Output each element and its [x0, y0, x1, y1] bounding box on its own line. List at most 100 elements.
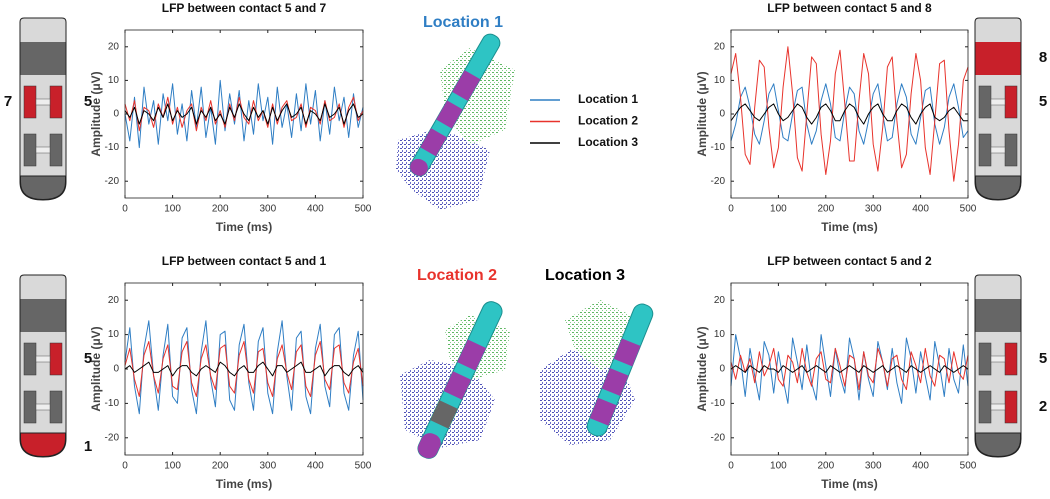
series-line	[124, 341, 364, 397]
electrode-contact	[1004, 85, 1018, 119]
series-line	[730, 334, 969, 404]
render-location-2	[400, 301, 510, 459]
series-line	[730, 83, 969, 145]
x-tick-label: 400	[307, 461, 324, 472]
x-tick-label: 400	[912, 461, 929, 472]
electrode-bar	[990, 146, 1006, 154]
axes-frame	[730, 29, 969, 199]
electrode-ring	[975, 299, 1021, 332]
electrode	[974, 17, 1022, 201]
electrode	[974, 274, 1022, 458]
x-tick-label: 500	[960, 461, 977, 472]
electrode-contact	[978, 85, 992, 119]
electrode-contact	[23, 133, 37, 167]
series-line	[730, 365, 969, 373]
y-tick-label: 0	[113, 109, 119, 120]
electrode-bar	[35, 98, 51, 106]
y-tick-label: -20	[711, 432, 726, 443]
x-tick-label: 200	[212, 461, 229, 472]
electrode-bar	[35, 403, 51, 411]
legend-label: Location 1	[578, 92, 638, 106]
y-tick-label: -10	[105, 398, 120, 409]
y-tick-label: 20	[714, 295, 726, 306]
electrode-contact	[978, 133, 992, 167]
y-tick-label: -20	[711, 176, 726, 187]
x-tick-label: 0	[122, 461, 128, 472]
contact-label: 7	[4, 93, 12, 110]
electrode-contact	[978, 390, 992, 424]
series-line	[124, 79, 364, 149]
x-tick-label: 0	[122, 204, 128, 215]
location-label: Location 2	[417, 267, 497, 284]
y-tick-label: 10	[714, 75, 726, 86]
y-tick-label: 20	[108, 295, 120, 306]
contact-label: 5	[1039, 350, 1047, 367]
render-location-1	[396, 33, 515, 210]
electrode-ring	[20, 299, 66, 332]
electrode-contact	[1004, 390, 1018, 424]
y-tick-label: -10	[105, 142, 120, 153]
plot-area	[125, 283, 363, 455]
x-axis-label: Time (ms)	[216, 477, 272, 491]
location-label: Location 3	[545, 267, 625, 284]
y-tick-label: 0	[113, 364, 119, 375]
series-line	[124, 103, 364, 125]
electrode-contact	[23, 85, 37, 119]
electrode-contact	[23, 390, 37, 424]
y-tick-label: -20	[105, 432, 120, 443]
electrode-contact	[49, 390, 63, 424]
x-tick-label: 400	[912, 204, 929, 215]
x-tick-label: 200	[817, 461, 834, 472]
electrode-tip	[975, 432, 1021, 458]
y-tick-label: -10	[711, 398, 726, 409]
contact-label: 5	[84, 350, 92, 367]
electrode-contact	[1004, 133, 1018, 167]
x-tick-label: 500	[960, 204, 977, 215]
electrode	[19, 274, 67, 458]
electrode-bar	[990, 355, 1006, 363]
electrode-contact	[49, 85, 63, 119]
axes-frame	[124, 29, 364, 199]
y-axis-label: Amplitude (μV)	[89, 71, 103, 156]
electrode-tip	[20, 175, 66, 201]
x-tick-label: 200	[817, 204, 834, 215]
electrode	[19, 17, 67, 201]
x-tick-label: 100	[770, 461, 787, 472]
electrode-contact	[1004, 342, 1018, 376]
contact-label: 5	[1039, 93, 1047, 110]
series-line	[124, 361, 364, 377]
chart-title: LFP between contact 5 and 2	[767, 254, 932, 268]
series-line	[730, 46, 969, 182]
x-axis-label: Time (ms)	[821, 477, 877, 491]
contact-label: 8	[1039, 49, 1047, 66]
electrode-ring	[20, 42, 66, 75]
x-axis-label: Time (ms)	[216, 220, 272, 234]
axes-frame	[124, 282, 364, 456]
x-tick-label: 0	[728, 461, 734, 472]
electrode-tip	[975, 175, 1021, 201]
x-tick-label: 300	[865, 204, 882, 215]
y-axis-label: Amplitude (μV)	[695, 71, 709, 156]
x-tick-label: 300	[865, 461, 882, 472]
electrode-contact	[49, 342, 63, 376]
plot-area	[731, 30, 968, 198]
render-location-3	[540, 300, 654, 445]
contact-label: 1	[84, 438, 92, 455]
x-tick-label: 300	[259, 204, 276, 215]
y-tick-label: 0	[719, 364, 725, 375]
legend-label: Location 2	[578, 114, 638, 128]
y-tick-label: -20	[105, 176, 120, 187]
y-tick-label: 10	[108, 329, 120, 340]
contact-label: 5	[84, 93, 92, 110]
x-axis-label: Time (ms)	[821, 220, 877, 234]
x-tick-label: 500	[355, 461, 372, 472]
y-axis-label: Amplitude (μV)	[695, 326, 709, 411]
series-line	[730, 103, 968, 125]
y-tick-label: -10	[711, 142, 726, 153]
electrode-contact	[49, 133, 63, 167]
y-tick-label: 10	[108, 75, 120, 86]
electrode-tip	[20, 432, 66, 458]
y-tick-label: 0	[719, 109, 725, 120]
chart-title: LFP between contact 5 and 1	[162, 254, 327, 268]
